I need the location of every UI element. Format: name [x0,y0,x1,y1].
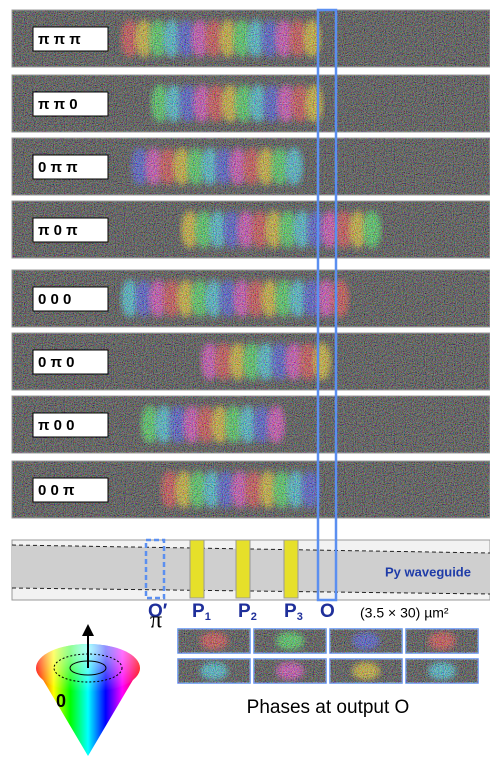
strip-frame [11,9,490,68]
output-phases [177,628,479,684]
port-label: P3 [284,601,303,623]
mini-noise [178,659,250,683]
strip-frame [11,332,490,391]
strip-frame [11,269,490,328]
port-label: O [320,601,335,622]
strip: 0 π π [11,137,490,196]
label-box [32,26,109,52]
port-name: O [320,601,335,622]
row-label: 0 π 0 [38,354,75,371]
row-label: π π π [38,31,81,48]
label-box [32,154,109,180]
port-label: P1 [192,601,211,623]
waveguide-body [12,545,490,594]
arrow-head [82,624,94,636]
cone-bottom-label: 0 [56,691,66,711]
strip-frame [11,395,490,454]
ports: O′ P1 P2 P3 O [148,601,335,623]
port-sub: 3 [297,611,303,623]
cone-top-label: π [150,608,162,634]
strip: 0 0 π [11,460,490,519]
label-box [32,477,109,503]
label-box [32,217,109,243]
row-label: 0 0 0 [38,291,71,308]
strip: 0 0 0 [11,269,490,328]
port-label: P2 [238,601,257,623]
label-box [32,349,109,375]
strip-frame [11,137,490,196]
label-box [32,286,109,312]
strip: 0 π 0 [11,332,490,391]
port-sub: 1 [205,611,211,623]
port-name: P [238,601,251,622]
caption: Phases at output O [247,697,410,718]
row-label: 0 π π [38,159,78,176]
strip: π 0 π [11,200,490,259]
port-sub: 2 [251,611,257,623]
strip-frame [11,460,490,519]
strip: π π 0 [11,74,490,133]
output-box-dashed [144,538,166,600]
label-box [32,412,109,438]
cone-body [36,668,140,756]
mini-noise [406,629,478,653]
waveguide-label: Py waveguide [385,564,471,579]
mini-noise [406,659,478,683]
output-box [316,8,338,602]
strip-frame [11,200,490,259]
port-label: O′ [148,601,168,622]
phase-cone: π 0 [36,608,162,756]
row-label: π 0 π [38,222,78,239]
waveguide: Py waveguide [11,538,490,601]
mini-noise [330,629,402,653]
mini-noise [254,629,326,653]
port-name: O′ [148,601,168,622]
strip: π 0 0 [11,395,490,454]
strip: π π π [11,9,490,68]
row-label: 0 0 π [38,482,75,499]
mini-noise [178,629,250,653]
dimension: (3.5 × 30) µm² [360,605,449,621]
row-label: π π 0 [38,96,78,113]
row-label: π 0 0 [38,417,75,434]
label-box [32,91,109,117]
strips: π π π π π 0 0 π π π 0 π 0 0 0 0 π 0 π 0 0 0 0 π [11,9,490,519]
port-bar [189,539,205,599]
mini-noise [254,659,326,683]
strip-frame [11,74,490,133]
edge [11,587,490,595]
mini-noise [330,659,402,683]
port-bar [235,539,251,599]
edge [11,544,490,554]
port-name: P [284,601,297,622]
port-name: P [192,601,205,622]
port-bar [283,539,299,599]
